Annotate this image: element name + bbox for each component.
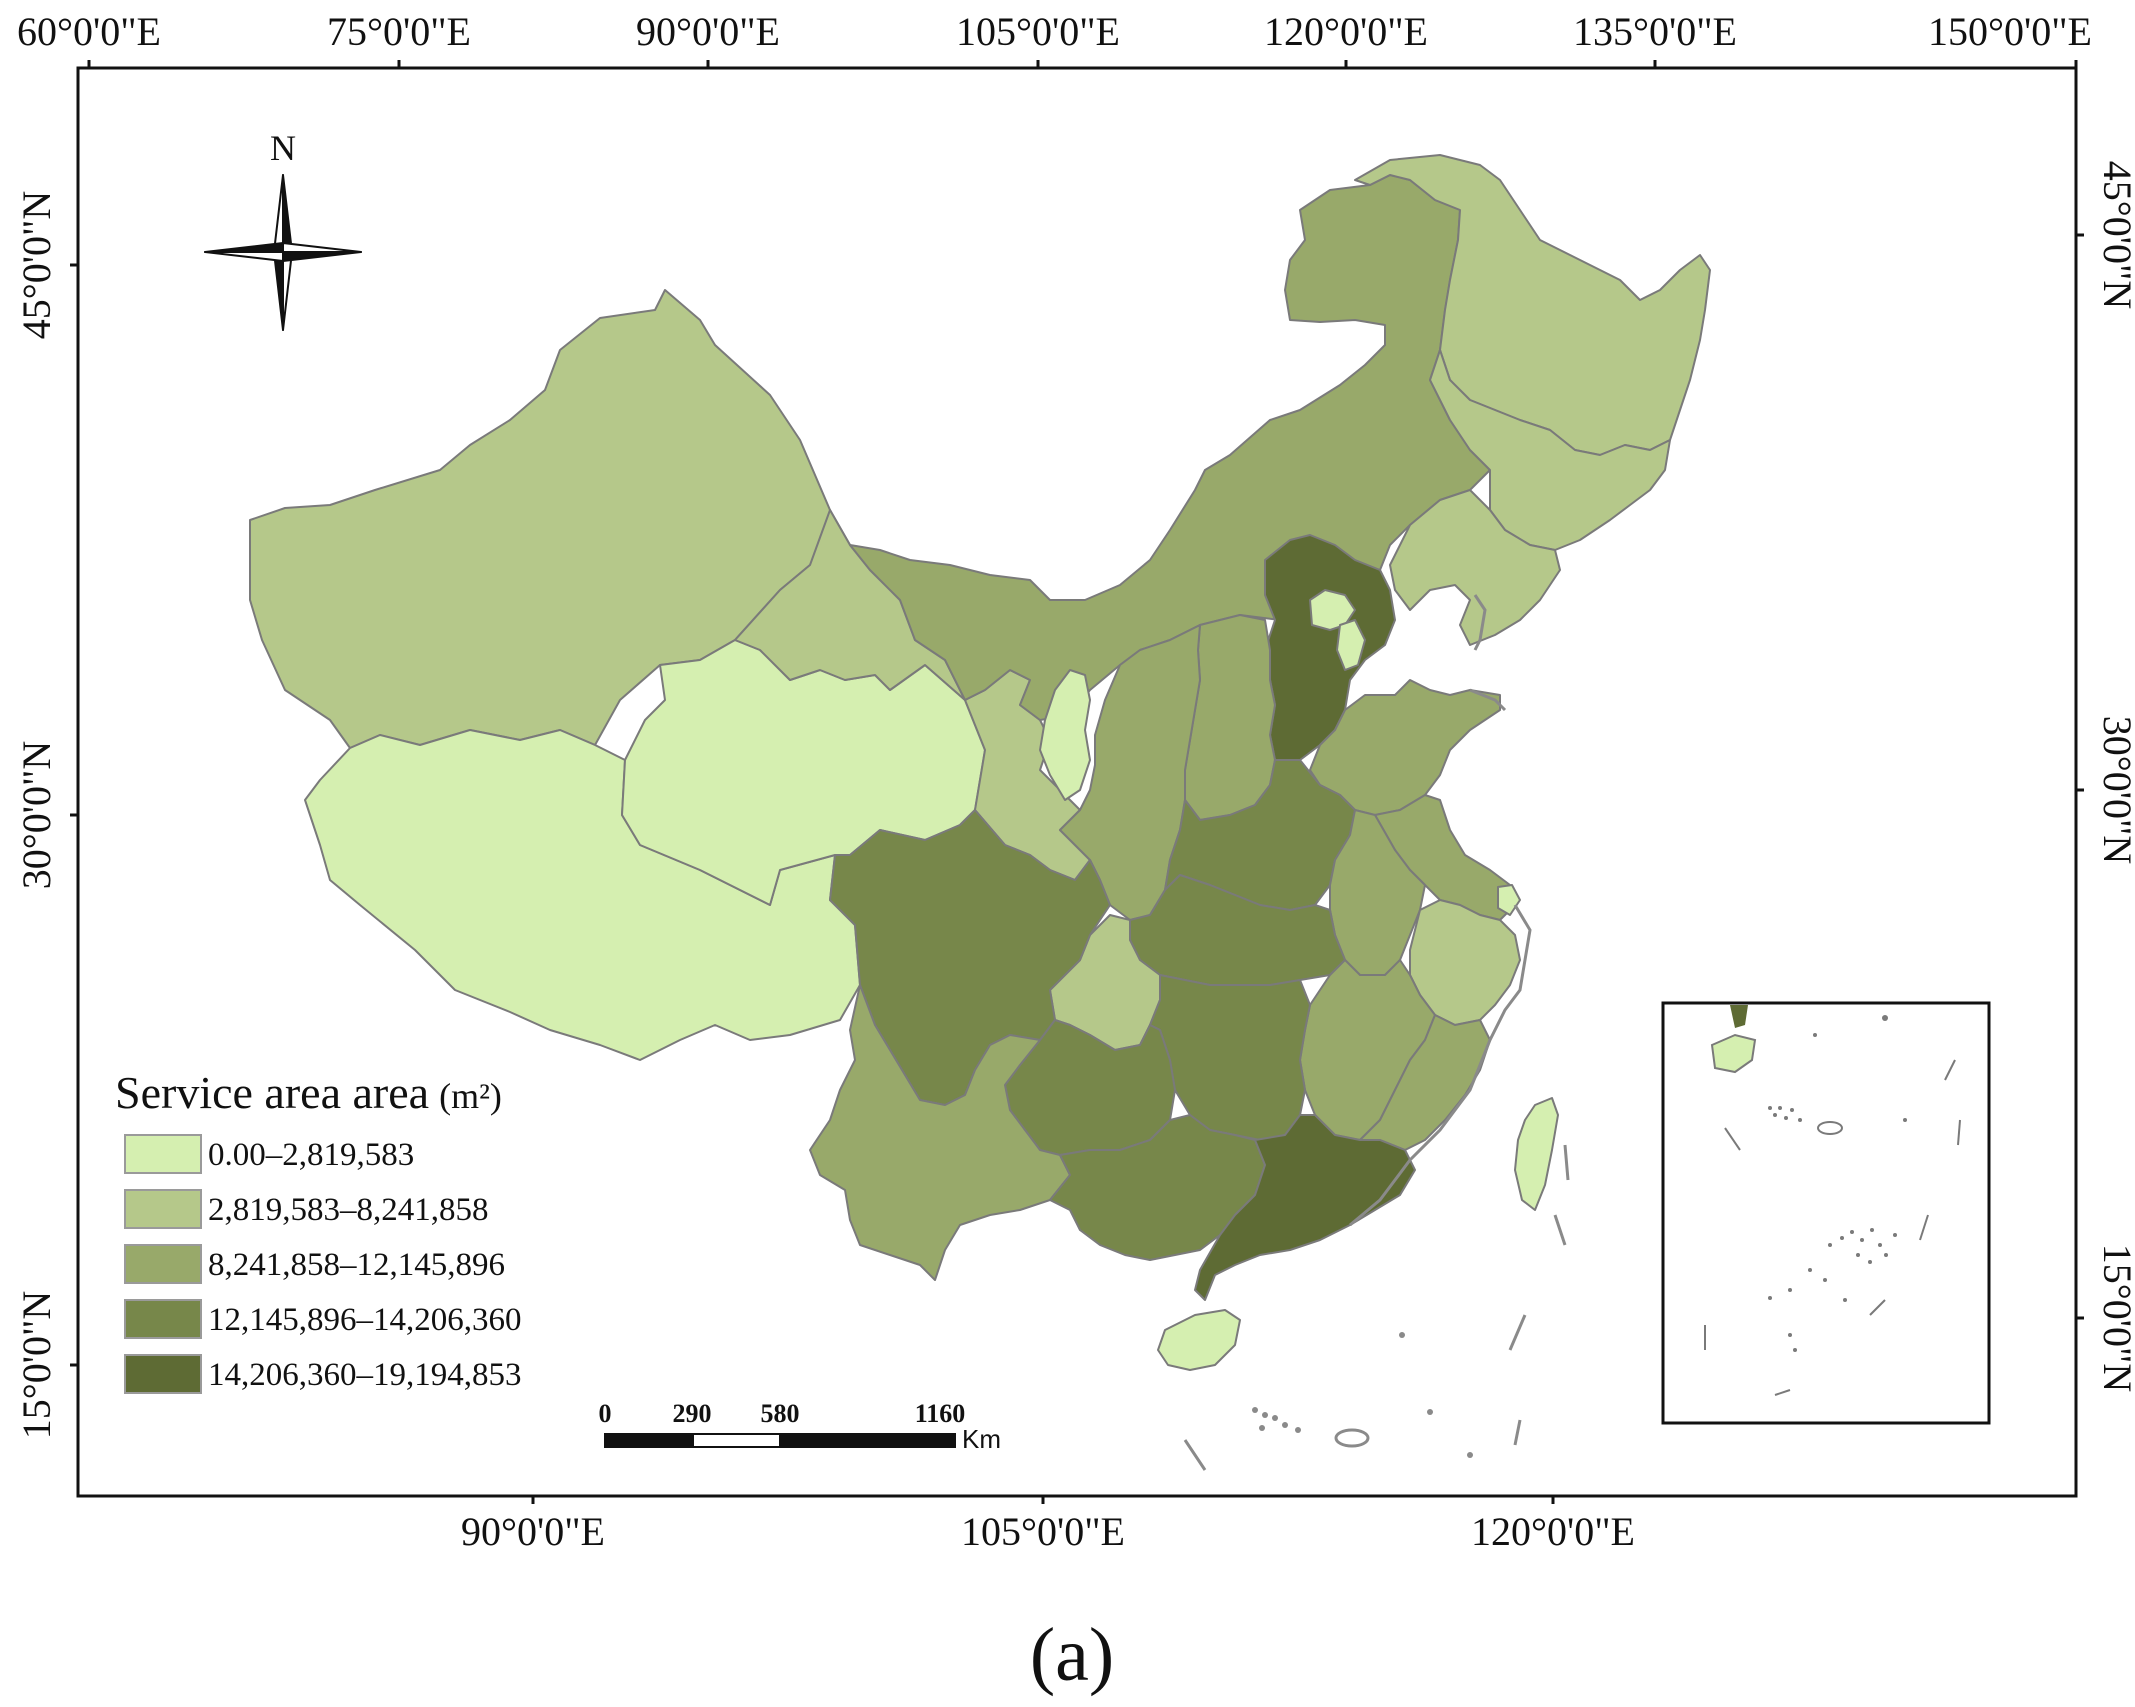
south-sea-islands [1252, 1332, 1473, 1458]
right-axis-label: 30°0'0"N [2095, 716, 2135, 864]
bottom-axis-label: 90°0'0"E [461, 1509, 605, 1554]
left-axis-label: 45°0'0"N [14, 191, 59, 339]
inset-guangdong-coast [1730, 1005, 1748, 1028]
bottom-axis-label: 105°0'0"E [961, 1509, 1125, 1554]
top-axis-label: 90°0'0"E [636, 9, 780, 54]
scale-unit: Km [962, 1424, 1001, 1454]
graticule-ticks [70, 60, 2084, 1504]
legend-label: 0.00–2,819,583 [208, 1137, 414, 1173]
scale-tick-label: 290 [673, 1399, 712, 1428]
legend: Service area area (m²) 0.00–2,819,583 2,81… [115, 1067, 522, 1394]
bottom-axis-labels: 90°0'0"E 105°0'0"E 120°0'0"E [461, 1509, 1635, 1554]
legend-label: 8,241,858–12,145,896 [208, 1247, 505, 1283]
top-axis-label: 120°0'0"E [1264, 9, 1428, 54]
compass-rose-icon [204, 174, 362, 331]
top-axis-label: 75°0'0"E [327, 9, 471, 54]
legend-label: 2,819,583–8,241,858 [208, 1192, 489, 1228]
region-liaoning [1389, 489, 1561, 646]
region-beijing [1309, 589, 1356, 631]
figure-caption: (a) [1030, 1613, 1114, 1697]
right-axis-label: 15°0'0"N [2095, 1244, 2135, 1392]
inset-hainan [1710, 1033, 1757, 1074]
region-fujian [1359, 1014, 1491, 1151]
scale-segment [604, 1433, 694, 1448]
scale-segment [692, 1433, 781, 1448]
legend-label: 12,145,896–14,206,360 [208, 1302, 522, 1338]
legend-title: Service area area (m²) [115, 1067, 502, 1118]
region-ningxia [1039, 669, 1091, 801]
region-tibet [304, 729, 861, 1061]
scale-tick-label: 580 [761, 1399, 800, 1428]
inset-islands [1768, 1015, 1907, 1352]
region-taiwan [1514, 1097, 1559, 1211]
legend-unit: (m²) [439, 1076, 502, 1116]
region-tianjin [1336, 619, 1366, 671]
north-label: N [270, 128, 296, 168]
maritime-boundary-dashes [1183, 1144, 1570, 1471]
top-axis-labels: 60°0'0"E 75°0'0"E 90°0'0"E 105°0'0"E 120… [17, 9, 2092, 54]
scale-bar: 0 290 580 1160 Km [599, 1399, 1002, 1454]
top-axis-label: 150°0'0"E [1928, 9, 2092, 54]
scale-tick-label: 0 [599, 1399, 612, 1428]
top-axis-label: 105°0'0"E [956, 9, 1120, 54]
legend-rows: 0.00–2,819,583 2,819,583–8,241,858 8,241,8… [124, 1134, 522, 1394]
left-axis-label: 15°0'0"N [14, 1291, 59, 1439]
south-china-sea-inset [1661, 1001, 1991, 1425]
top-axis-label: 135°0'0"E [1573, 9, 1737, 54]
inset-frame [1661, 1001, 1991, 1425]
region-jilin [1429, 349, 1671, 551]
bottom-axis-label: 120°0'0"E [1471, 1509, 1635, 1554]
north-arrow: N [204, 128, 362, 331]
legend-swatch [124, 1244, 202, 1284]
inset-boundary-dashes [1704, 1059, 1961, 1396]
scale-bar-ticks: 0 290 580 1160 [599, 1399, 966, 1428]
scale-tick-label: 1160 [915, 1399, 966, 1428]
left-axis-label: 30°0'0"N [14, 741, 59, 889]
top-axis-label: 60°0'0"E [17, 9, 161, 54]
legend-label: 14,206,360–19,194,853 [208, 1357, 522, 1393]
region-hainan [1157, 1309, 1241, 1371]
right-axis-label: 45°0'0"N [2095, 161, 2135, 309]
legend-swatch [124, 1354, 202, 1394]
legend-swatch [124, 1189, 202, 1229]
coastline-islands [1349, 594, 1532, 1227]
legend-swatch [124, 1134, 202, 1174]
legend-swatch [124, 1299, 202, 1339]
right-axis-labels: 45°0'0"N 30°0'0"N 15°0'0"N [2095, 161, 2135, 1392]
province-regions [249, 154, 1711, 1371]
region-guangdong [1194, 1114, 1416, 1301]
left-axis-labels: 45°0'0"N 30°0'0"N 15°0'0"N [14, 191, 59, 1439]
legend-title-text: Service area area [115, 1067, 429, 1118]
scale-segment [779, 1433, 956, 1448]
